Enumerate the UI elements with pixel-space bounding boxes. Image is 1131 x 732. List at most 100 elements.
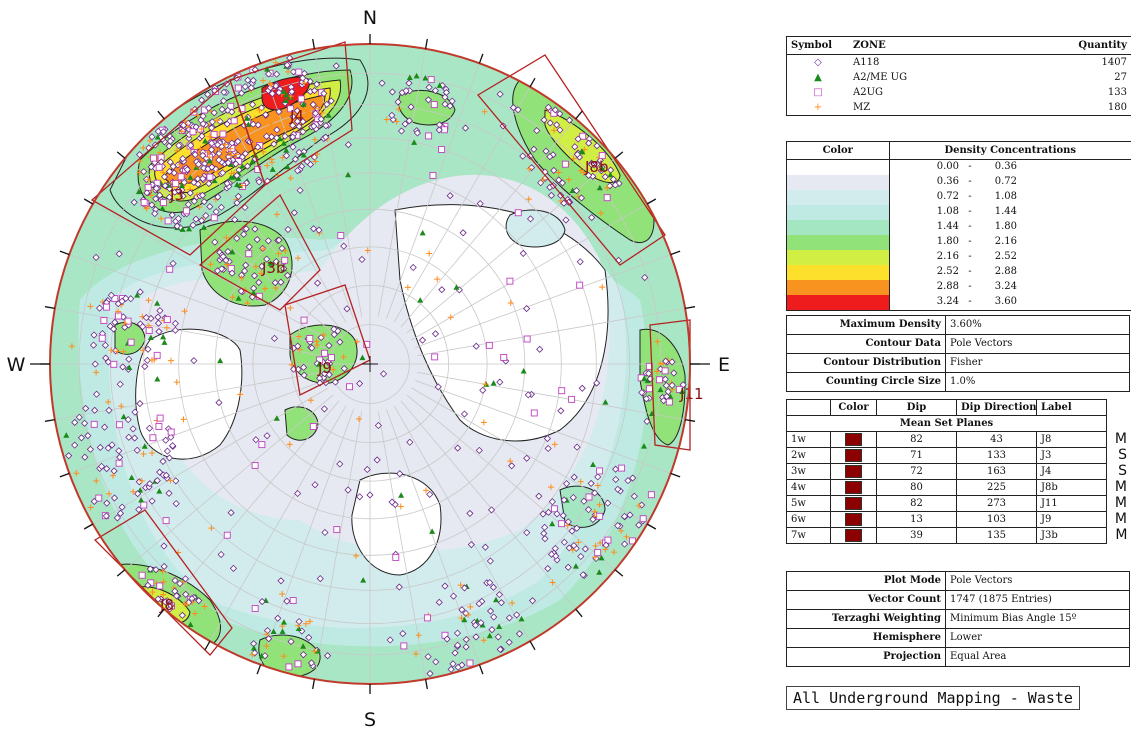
pole-point — [447, 314, 454, 321]
symbol-legend: Symbol ZONE Quantity ◇ A118 1407 ▲ A2/ME… — [786, 36, 1131, 116]
set-flag: M — [1114, 431, 1127, 447]
set-flag: M — [1114, 511, 1127, 527]
zone-header: ZONE — [849, 37, 999, 55]
legend-row: ▲ A2/ME UG 27 — [787, 70, 1131, 85]
pole-point — [310, 225, 318, 233]
info-label: Terzaghi Weighting — [786, 609, 946, 629]
pole-point — [537, 179, 545, 187]
pole-point — [217, 550, 225, 559]
density-row: 0.72- 1.08 — [787, 190, 1131, 205]
pole-point — [281, 256, 289, 264]
pole-point — [321, 370, 329, 378]
density-low: 0.36 — [936, 176, 959, 188]
pole-point — [412, 650, 419, 657]
pole-point — [105, 398, 112, 405]
pole-point — [426, 250, 433, 257]
pole-point — [214, 193, 222, 201]
pole-point — [472, 633, 480, 641]
pole-point — [267, 120, 274, 127]
pole-point — [665, 398, 673, 406]
pole-point — [602, 546, 609, 553]
pole-point — [407, 103, 415, 111]
pole-point — [250, 645, 257, 651]
pole-point — [584, 506, 593, 514]
pole-point — [577, 194, 586, 202]
pole-point — [560, 496, 568, 504]
pole-point — [229, 294, 236, 301]
pole-point — [115, 447, 123, 455]
pole-point — [565, 544, 573, 552]
pole-point — [93, 390, 101, 398]
pole-point — [204, 90, 212, 99]
pole-point — [234, 84, 242, 92]
pole-point — [206, 133, 213, 140]
pole-point — [310, 87, 319, 95]
set-id: 3w — [786, 463, 831, 480]
pole-point — [530, 409, 538, 417]
pole-point — [588, 160, 596, 169]
pole-point — [214, 168, 221, 175]
pole-point — [91, 406, 99, 414]
pole-point — [140, 347, 147, 354]
pole-point — [313, 338, 320, 345]
pole-point — [267, 260, 274, 266]
pole-point — [542, 147, 550, 155]
pole-point — [345, 171, 352, 178]
pole-point — [131, 434, 139, 442]
pole-point — [270, 334, 279, 342]
pole-point — [366, 491, 374, 499]
pole-point — [620, 512, 629, 520]
legend-row: + MZ 180 — [787, 100, 1131, 115]
pole-point — [610, 549, 617, 556]
pole-point — [558, 520, 566, 528]
pole-point — [459, 229, 467, 237]
pole-point — [378, 79, 386, 87]
pole-point — [149, 434, 157, 442]
pole-point — [325, 371, 333, 379]
pole-point — [301, 79, 308, 86]
pole-point — [305, 633, 313, 642]
pole-point — [509, 599, 516, 606]
pole-point — [434, 383, 442, 391]
pole-point — [181, 575, 190, 583]
pole-point — [115, 421, 123, 429]
pole-point — [141, 443, 148, 449]
set-label-j9: J9 — [317, 359, 332, 377]
pole-point — [269, 166, 276, 172]
pole-point — [107, 291, 115, 299]
pole-point — [210, 109, 218, 117]
pole-point — [241, 149, 249, 158]
pole-point — [612, 465, 620, 473]
pole-point — [344, 486, 352, 494]
pole-point — [288, 88, 296, 96]
pole-point — [220, 88, 228, 96]
pole-point — [577, 552, 585, 561]
pole-point — [454, 663, 462, 671]
pole-point — [187, 141, 195, 149]
pole-point — [262, 285, 269, 292]
pole-point — [644, 377, 651, 384]
pole-point — [287, 175, 294, 182]
pole-point — [263, 643, 270, 650]
pole-point — [327, 97, 335, 105]
pole-point — [110, 467, 118, 475]
pole-point — [252, 263, 259, 270]
pole-point — [336, 460, 344, 468]
pole-point — [126, 364, 133, 370]
pole-point — [189, 221, 197, 229]
pole-point — [315, 226, 323, 234]
pole-point — [500, 354, 508, 361]
info-row: Hemisphere Lower — [786, 628, 1130, 648]
pole-point — [490, 613, 498, 621]
pole-point — [316, 379, 324, 387]
pole-point — [181, 308, 188, 315]
pole-point — [343, 305, 351, 313]
pole-point — [179, 226, 186, 232]
pole-point — [397, 503, 404, 510]
pole-point — [311, 136, 318, 143]
pole-point — [131, 408, 139, 416]
density-swatch — [787, 295, 890, 310]
pole-point — [286, 54, 294, 62]
pole-point — [589, 515, 597, 523]
pole-point — [544, 564, 552, 573]
